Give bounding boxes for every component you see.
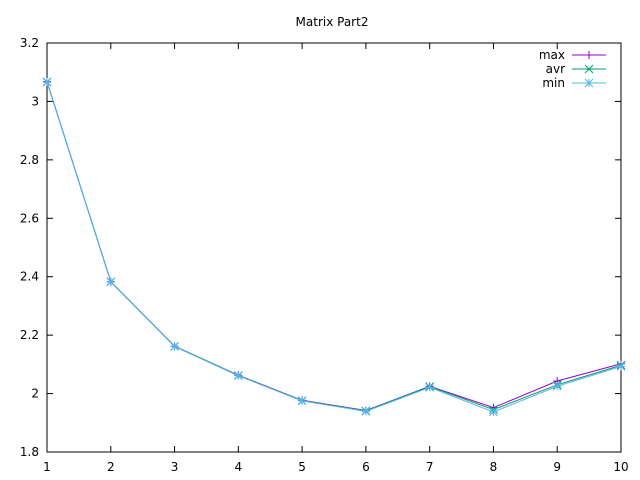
data-point-min: [425, 383, 435, 392]
series-line-avr: [46, 81, 622, 412]
legend-item-max: max: [539, 48, 606, 62]
chart-title: Matrix Part2: [296, 15, 369, 29]
series-max: [43, 77, 625, 415]
y-tick-label: 3.2: [20, 36, 39, 50]
data-point-min: [552, 381, 562, 391]
series-avr: [42, 77, 626, 416]
x-tick-label: 2: [107, 460, 115, 474]
x-tick-label: 4: [235, 460, 243, 474]
y-tick-label: 2.2: [20, 328, 39, 342]
legend-marker-avr: [584, 64, 594, 74]
series-line-max: [46, 81, 622, 412]
x-tick-label: 3: [171, 460, 179, 474]
y-tick-label: 2.8: [20, 153, 39, 167]
data-point-min: [489, 407, 498, 417]
legend-label: avr: [546, 62, 565, 76]
y-tick-label: 2.4: [20, 270, 39, 284]
series-min: [42, 77, 626, 417]
x-tick-label: 10: [613, 460, 628, 474]
legend-item-min: min: [542, 76, 606, 90]
plot-frame: [46, 42, 622, 453]
legend-marker-max: [585, 51, 593, 59]
data-point-min: [170, 342, 179, 351]
series-layer: [42, 77, 626, 417]
legend-label: min: [542, 76, 565, 90]
y-tick-label: 2.6: [20, 211, 39, 225]
y-tick-label: 3: [31, 94, 39, 108]
x-tick-label: 7: [426, 460, 434, 474]
y-tick-label: 2: [31, 387, 39, 401]
x-tick-label: 1: [43, 460, 51, 474]
data-point-min: [297, 396, 307, 406]
data-point-min: [361, 407, 371, 416]
legend-label: max: [539, 48, 565, 62]
data-point-min: [233, 371, 243, 381]
legend-marker-min: [584, 78, 594, 88]
legend-item-avr: avr: [546, 62, 606, 76]
data-point-min: [106, 277, 116, 287]
x-tick-label: 8: [490, 460, 498, 474]
axes: 1 2 3 4 5 6 7 8 9 10 1.8 2 2.2 2.4 2.6 2.8 3 3.2: [20, 36, 629, 474]
x-tick-label: 9: [553, 460, 561, 474]
series-line-min: [46, 81, 622, 413]
data-point-min: [616, 362, 626, 371]
data-point-min: [42, 77, 52, 87]
y-tick-label: 1.8: [20, 445, 39, 459]
x-tick-label: 5: [298, 460, 306, 474]
x-tick-label: 6: [362, 460, 370, 474]
